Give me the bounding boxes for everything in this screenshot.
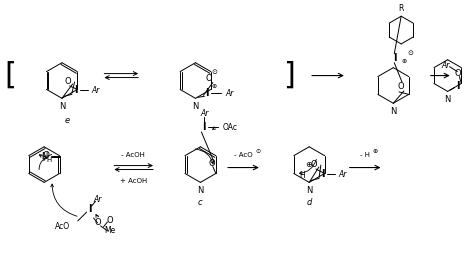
FancyArrowPatch shape: [195, 149, 214, 164]
FancyArrowPatch shape: [96, 215, 99, 218]
Text: I: I: [88, 204, 91, 214]
Text: Ar: Ar: [93, 195, 102, 204]
Text: Ar: Ar: [225, 89, 234, 98]
Text: ⊕: ⊕: [306, 160, 313, 169]
Text: N: N: [59, 102, 65, 111]
Text: ⊙: ⊙: [211, 69, 217, 75]
Text: ]: ]: [283, 61, 295, 90]
Text: I: I: [202, 122, 206, 132]
FancyArrowPatch shape: [300, 159, 316, 174]
Text: ⊕: ⊕: [401, 59, 407, 64]
Text: Ar: Ar: [200, 109, 209, 118]
Text: O: O: [64, 76, 71, 86]
Text: + AcOH: + AcOH: [119, 178, 147, 184]
Text: - AcOH: - AcOH: [121, 152, 145, 158]
Text: N: N: [192, 102, 199, 111]
Text: [: [: [5, 61, 17, 90]
Text: e: e: [64, 116, 70, 124]
Text: O: O: [206, 74, 212, 83]
FancyArrowPatch shape: [51, 184, 77, 216]
Text: O: O: [398, 83, 404, 91]
Text: Ar: Ar: [91, 86, 100, 95]
Text: ⊕: ⊕: [373, 149, 378, 154]
Text: O: O: [209, 159, 215, 168]
Text: N: N: [197, 186, 204, 195]
Text: N: N: [445, 95, 451, 104]
Text: - AcO: - AcO: [234, 152, 252, 158]
Text: ⊙: ⊙: [255, 149, 260, 154]
Text: H: H: [299, 171, 305, 180]
Text: N: N: [41, 152, 47, 161]
Text: O: O: [42, 151, 49, 160]
Text: I: I: [74, 85, 78, 96]
FancyArrowPatch shape: [39, 154, 52, 157]
Text: ⊕: ⊕: [211, 84, 217, 89]
Text: c: c: [198, 198, 203, 207]
Text: OAc: OAc: [222, 122, 237, 132]
Text: I: I: [321, 169, 325, 180]
Text: O: O: [454, 69, 461, 78]
Text: AcO: AcO: [55, 223, 70, 231]
FancyArrowPatch shape: [39, 158, 46, 170]
Text: ⊙: ⊙: [407, 50, 413, 56]
Text: I: I: [456, 82, 459, 91]
Text: Ar: Ar: [339, 170, 347, 179]
Text: O: O: [106, 216, 113, 226]
Text: Me: Me: [104, 226, 115, 235]
FancyArrowPatch shape: [213, 127, 216, 130]
Text: I: I: [393, 53, 397, 63]
Text: I: I: [206, 88, 209, 98]
Text: O: O: [310, 160, 317, 169]
Text: H: H: [46, 157, 52, 163]
Text: N: N: [390, 107, 396, 116]
Text: - H: - H: [360, 152, 370, 158]
Text: R: R: [399, 4, 404, 13]
Text: d: d: [307, 198, 312, 207]
Text: O: O: [94, 218, 101, 227]
Text: N: N: [306, 186, 312, 195]
Text: Ar: Ar: [441, 61, 450, 70]
